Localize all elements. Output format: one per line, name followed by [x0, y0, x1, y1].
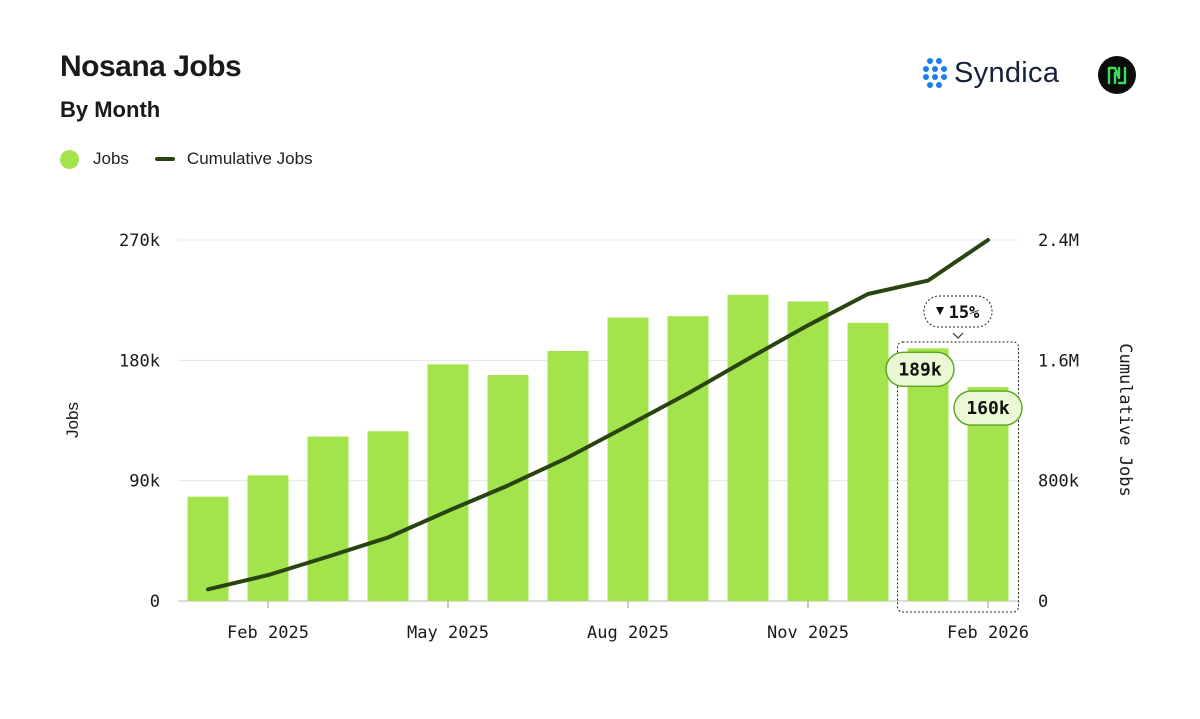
x-tick-label: Feb 2026 [947, 623, 1029, 643]
y-right-tick-label: 800k [1038, 472, 1079, 492]
chart-title: Nosana Jobs [60, 50, 242, 83]
x-tick-label: Feb 2025 [227, 623, 309, 643]
brand: Syndica [922, 56, 1059, 90]
change-label: 15% [949, 303, 980, 323]
bar-jobs [247, 475, 289, 601]
highlight-box [897, 341, 1019, 613]
x-tick-label: Nov 2025 [767, 623, 849, 643]
y-right-tick-label: 1.6M [1038, 351, 1079, 371]
chart-subtitle: By Month [60, 97, 161, 122]
bar-jobs [427, 364, 469, 601]
bar-jobs [487, 375, 529, 601]
change-callout [923, 295, 993, 328]
bar-jobs [727, 294, 769, 601]
brand-name: Syndica [954, 56, 1060, 89]
value-pill [953, 390, 1023, 426]
y-right-axis-label: Cumulative Jobs [1115, 343, 1135, 497]
legend-dot-icon [60, 149, 79, 169]
bar-jobs [907, 348, 949, 601]
value-label: 160k [966, 398, 1010, 419]
line-cumulative-jobs [206, 238, 990, 592]
x-tick-label: May 2025 [407, 623, 489, 643]
value-pill [885, 351, 955, 387]
bar-jobs [187, 496, 229, 601]
value-label: 189k [898, 359, 942, 380]
legend-line-icon [154, 157, 175, 161]
down-arrow-icon [936, 307, 944, 315]
bar-jobs [847, 322, 889, 601]
legend-item-cumulative: Cumulative Jobs [154, 149, 313, 169]
y-left-tick-label: 180k [119, 351, 160, 371]
nosana-logo-icon [1098, 56, 1136, 94]
legend: Jobs Cumulative Jobs [60, 149, 339, 169]
legend-label-jobs: Jobs [93, 149, 129, 168]
y-left-tick-label: 0 [150, 592, 160, 612]
bar-jobs [547, 350, 589, 601]
y-left-tick-label: 270k [119, 231, 160, 251]
y-left-tick-label: 90k [129, 472, 160, 492]
bar-jobs [367, 431, 409, 601]
syndica-logo-icon [923, 58, 947, 88]
y-right-tick-label: 0 [1038, 592, 1048, 612]
y-right-tick-label: 2.4M [1038, 231, 1079, 251]
x-tick-label: Aug 2025 [587, 623, 669, 643]
bar-jobs [667, 316, 709, 601]
bar-jobs [787, 301, 829, 601]
bar-jobs [607, 317, 649, 601]
legend-item-jobs: Jobs [60, 149, 129, 169]
legend-label-cumulative: Cumulative Jobs [186, 149, 313, 168]
y-left-axis-label: Jobs [63, 402, 82, 438]
callout-pointer-icon [952, 332, 964, 339]
bar-jobs [307, 436, 349, 601]
